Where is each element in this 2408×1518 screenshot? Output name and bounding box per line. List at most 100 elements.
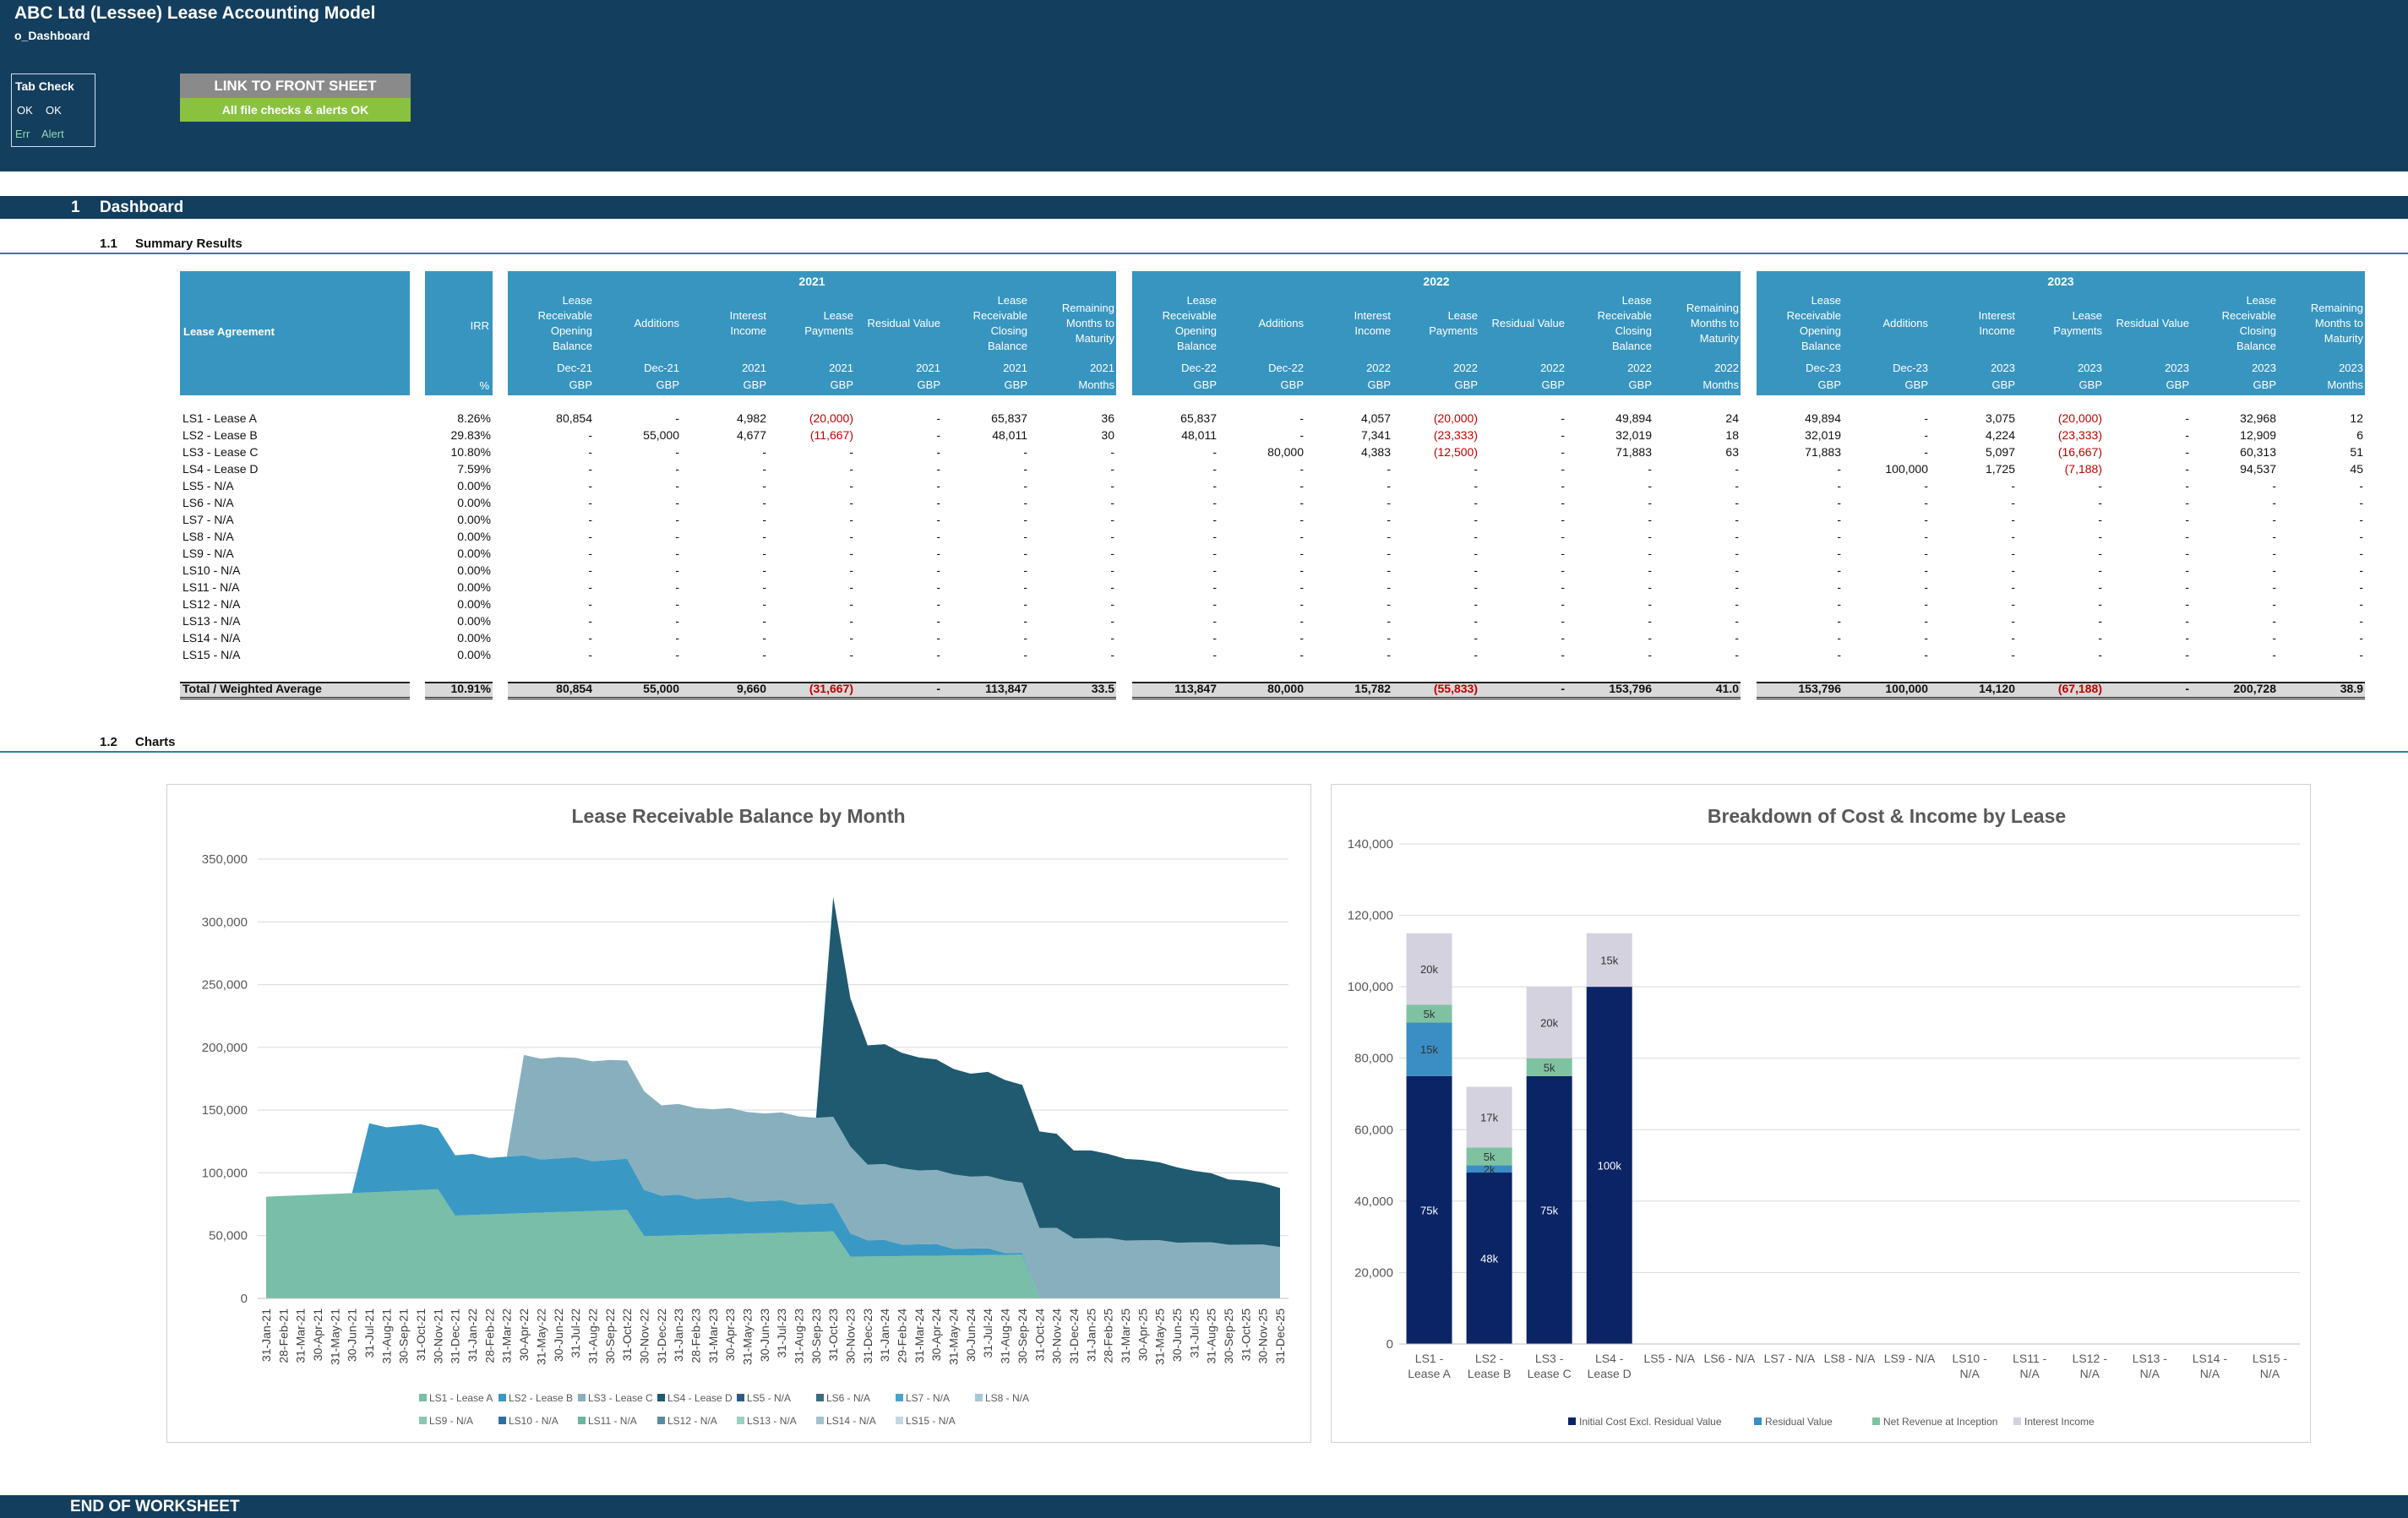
legend-swatch — [896, 1394, 903, 1401]
value-cell: - — [1837, 530, 1841, 543]
subsection-title: Summary Results — [135, 237, 242, 251]
value-cell: 71,883 — [1805, 445, 1841, 459]
value-cell: - — [1837, 513, 1841, 526]
value-cell: - — [1561, 563, 1565, 577]
value-cell: - — [2359, 496, 2363, 509]
value-cell: - — [675, 563, 679, 577]
link-to-front-sheet-button[interactable]: LINK TO FRONT SHEET — [180, 73, 411, 98]
value-cell: - — [2098, 648, 2102, 661]
bar-segment — [1526, 1058, 1572, 1076]
value-cell: - — [2011, 631, 2015, 645]
value-cell: - — [762, 462, 766, 476]
value-cell: - — [1110, 631, 1114, 645]
value-cell: - — [1387, 597, 1391, 611]
value-cell: - — [675, 445, 679, 459]
x-tick-label: 30-Nov-25 — [1256, 1309, 1270, 1364]
column-period: 2023 — [1991, 362, 2015, 374]
value-cell: - — [2098, 563, 2102, 577]
value-cell: - — [1924, 445, 1928, 459]
value-cell: - — [2098, 496, 2102, 509]
value-cell: 3,075 — [1985, 411, 2015, 425]
x-tick-label: 30-Sep-24 — [1016, 1309, 1029, 1364]
y-tick-label: 200,000 — [202, 1041, 248, 1055]
irr-value: 7.59% — [457, 462, 491, 476]
value-cell: - — [936, 496, 940, 509]
x-tick-label: 30-Jun-21 — [346, 1309, 359, 1362]
value-cell: - — [936, 479, 940, 492]
value-cell: - — [1212, 580, 1217, 594]
value-cell: - — [1735, 530, 1739, 543]
column-header-line: Residual Value — [2116, 317, 2189, 329]
column-period: 2021 — [829, 362, 853, 374]
year-header-block-2021: 2021 Lease Receivable Opening Balance Dec-21 G… — [508, 271, 1116, 395]
x-tick-label: 31-Aug-21 — [379, 1309, 393, 1364]
column-header-line: Lease — [823, 309, 853, 322]
value-cell: - — [1561, 411, 1565, 425]
column-header-line: Income — [1354, 324, 1391, 337]
x-category-label: N/A — [2260, 1367, 2280, 1380]
value-cell: - — [849, 614, 853, 628]
column-period: Dec-23 — [1806, 362, 1841, 374]
column-header-line: Lease — [997, 294, 1027, 307]
legend-label: LS10 - N/A — [509, 1415, 558, 1427]
y-tick-label: 100,000 — [202, 1166, 248, 1180]
column-header-line: Remaining — [1686, 302, 1739, 314]
value-cell: - — [2185, 631, 2189, 645]
value-cell: - — [1837, 563, 1841, 577]
x-category-label: N/A — [2200, 1367, 2220, 1380]
x-tick-label: 31-Oct-22 — [620, 1309, 634, 1361]
column-header-line: Income — [1979, 324, 2015, 337]
legend-swatch — [498, 1417, 506, 1424]
value-cell: - — [1648, 563, 1652, 577]
column-header-line: Residual Value — [867, 317, 940, 329]
value-cell: - — [1924, 631, 1928, 645]
value-cell: - — [2359, 513, 2363, 526]
value-cell: - — [1023, 496, 1027, 509]
tab-check-err: Err — [15, 128, 30, 140]
value-cell: - — [1474, 496, 1478, 509]
table-row: LS8 - N/A 0.00% - - - - - - - - - - - - - - - - - - - - - — [0, 530, 2408, 547]
value-cell: - — [588, 631, 592, 645]
x-category-label: LS9 - N/A — [1884, 1352, 1936, 1365]
table-row: LS2 - Lease B 29.83% - 55,000 4,677 (11,667) -… — [0, 428, 2408, 445]
legend-swatch — [2013, 1417, 2021, 1425]
value-cell: - — [1023, 547, 1027, 560]
value-cell: - — [2185, 547, 2189, 560]
column-unit: Months — [1078, 378, 1114, 391]
value-cell: - — [936, 648, 940, 661]
value-cell: 65,837 — [1180, 411, 1217, 425]
legend-label: LS7 - N/A — [906, 1392, 950, 1404]
value-cell: - — [2098, 547, 2102, 560]
value-cell: - — [1212, 462, 1217, 476]
value-cell: 38.9 — [2340, 682, 2363, 695]
column-header-line: Receivable — [2221, 309, 2276, 322]
value-cell: - — [1648, 547, 1652, 560]
column-period: 2021 — [742, 362, 766, 374]
value-cell: - — [1299, 547, 1304, 560]
irr-value: 0.00% — [457, 563, 491, 577]
lease-name: LS10 - N/A — [183, 563, 241, 577]
value-cell: 113,847 — [985, 682, 1027, 695]
value-cell: - — [849, 479, 853, 492]
value-cell: 55,000 — [643, 682, 679, 695]
area-chart-panel: Lease Receivable Balance by Month 0 50,000… — [166, 784, 1311, 1443]
column-header-line: Remaining — [1061, 302, 1114, 314]
value-cell: - — [762, 496, 766, 509]
value-cell: - — [936, 682, 940, 695]
value-cell: - — [849, 563, 853, 577]
column-unit: GBP — [1280, 378, 1304, 391]
value-cell: 65,837 — [991, 411, 1027, 425]
column-header-line: Receivable — [1597, 309, 1652, 322]
value-cell: - — [1023, 580, 1027, 594]
irr-value: 0.00% — [457, 614, 491, 628]
irr-value: 29.83% — [450, 428, 491, 442]
bar-chart-panel: Breakdown of Cost & Income by Lease 0 20,0… — [1331, 784, 2311, 1443]
x-category-label: Lease B — [1468, 1367, 1511, 1380]
x-tick-label: 30-Apr-23 — [723, 1309, 737, 1361]
value-cell: - — [1474, 597, 1478, 611]
value-cell: - — [2359, 614, 2363, 628]
value-cell: 12,909 — [2240, 428, 2276, 442]
value-cell: - — [1735, 631, 1739, 645]
irr-value: 0.00% — [457, 597, 491, 611]
irr-value: 10.80% — [450, 445, 491, 459]
